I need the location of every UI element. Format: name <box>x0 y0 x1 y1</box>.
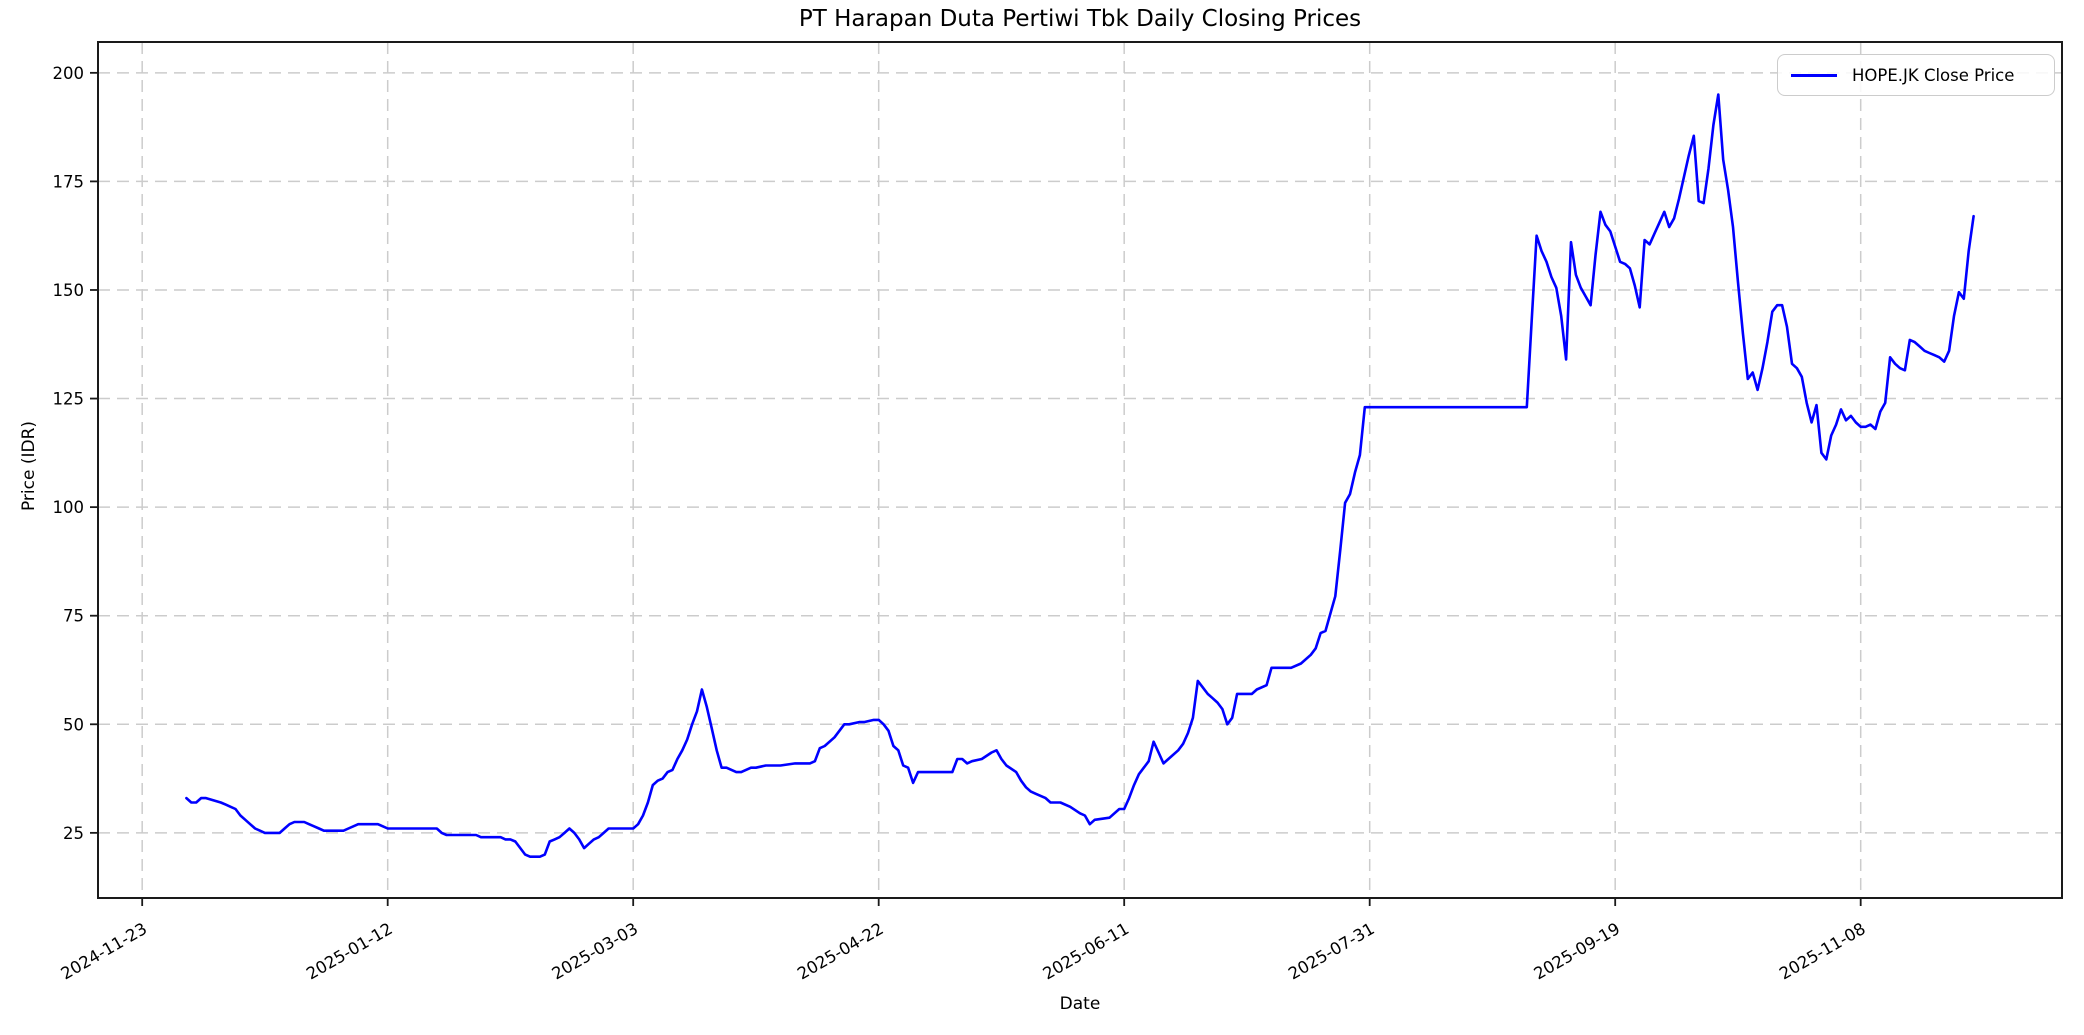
x-axis-label: Date <box>1059 994 1101 1014</box>
plot-border <box>97 41 2063 899</box>
legend-line-sample <box>1791 73 1837 77</box>
x-tick-label: 2025-01-12 <box>303 919 396 983</box>
y-tick-label: 175 <box>53 172 85 191</box>
y-tick-label: 75 <box>63 607 84 626</box>
y-axis-label: Price (IDR) <box>19 420 39 512</box>
price-line-series <box>185 93 1975 859</box>
legend: HOPE.JK Close Price <box>1777 54 2055 96</box>
x-tick-label: 2025-06-11 <box>1040 919 1133 983</box>
y-tick-label: 125 <box>53 390 85 409</box>
x-tick-label: 2025-09-19 <box>1531 919 1624 983</box>
y-tick-label: 100 <box>53 498 85 517</box>
x-tick-label: 2025-03-03 <box>549 919 642 983</box>
y-tick-label: 25 <box>63 824 84 843</box>
legend-label: HOPE.JK Close Price <box>1852 65 2015 85</box>
x-tick-label: 2025-07-31 <box>1285 919 1378 983</box>
x-tick-label: 2025-04-22 <box>794 919 887 983</box>
y-tick-label: 200 <box>53 64 85 83</box>
x-tick-label: 2025-11-08 <box>1776 919 1869 983</box>
x-tick-label: 2024-11-23 <box>58 919 151 983</box>
chart-title: PT Harapan Duta Pertiwi Tbk Daily Closin… <box>798 6 1362 32</box>
y-tick-label: 150 <box>53 281 85 300</box>
y-tick-label: 50 <box>63 715 84 734</box>
